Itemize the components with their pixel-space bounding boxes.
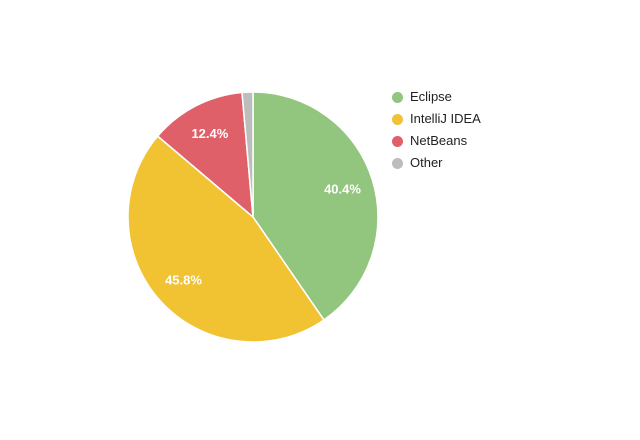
legend-swatch-eclipse-icon bbox=[392, 91, 403, 103]
slice-label-netbeans: 12.4% bbox=[191, 126, 228, 141]
legend-item-intellij-idea[interactable]: IntelliJ IDEA bbox=[392, 108, 481, 130]
legend-label-other: Other bbox=[410, 155, 443, 170]
pie-slice-netbeans[interactable] bbox=[156, 91, 254, 218]
legend-swatch-netbeans-icon bbox=[392, 135, 403, 147]
chart-legend: Eclipse IntelliJ IDEA NetBeans Other bbox=[392, 86, 481, 174]
slice-label-intellij-idea: 45.8% bbox=[165, 272, 202, 287]
pie-slice-other[interactable] bbox=[241, 91, 254, 218]
legend-label-intellij-idea: IntelliJ IDEA bbox=[410, 111, 481, 126]
pie-slice-intellij-idea[interactable] bbox=[127, 135, 325, 343]
legend-swatch-other-icon bbox=[392, 157, 403, 169]
legend-label-eclipse: Eclipse bbox=[410, 89, 452, 104]
legend-item-eclipse[interactable]: Eclipse bbox=[392, 86, 481, 108]
legend-swatch-intellij-idea-icon bbox=[392, 113, 403, 125]
legend-label-netbeans: NetBeans bbox=[410, 133, 468, 148]
legend-item-netbeans[interactable]: NetBeans bbox=[392, 130, 481, 152]
legend-item-other[interactable]: Other bbox=[392, 152, 481, 174]
pie-slice-eclipse[interactable] bbox=[252, 91, 379, 321]
slice-label-eclipse: 40.4% bbox=[324, 182, 361, 197]
